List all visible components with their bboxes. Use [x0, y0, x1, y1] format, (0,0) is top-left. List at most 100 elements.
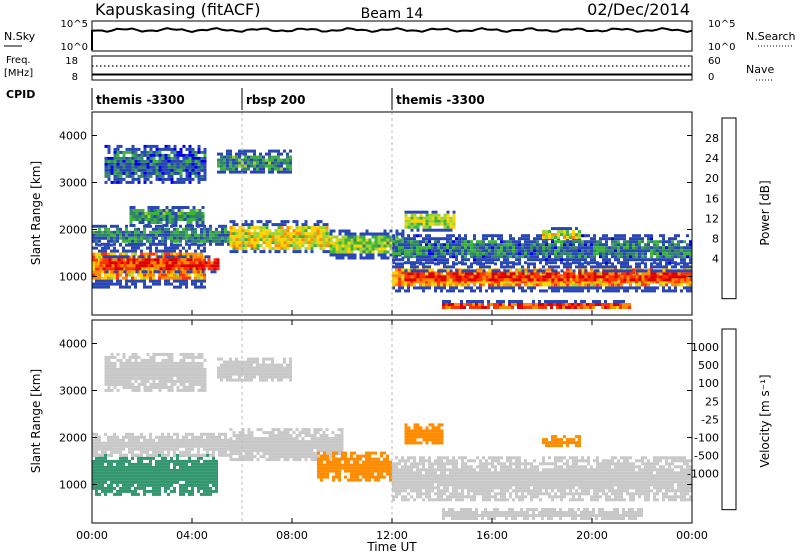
- heatmap-cell: [500, 246, 503, 250]
- heatmap-cell: [265, 232, 269, 236]
- heatmap-cell: [185, 477, 188, 481]
- heatmap-cell: [131, 239, 134, 243]
- heatmap-cell: [226, 152, 229, 156]
- heatmap-cell: [398, 238, 402, 242]
- heatmap-cell: [179, 147, 183, 151]
- heatmap-cell: [140, 242, 143, 246]
- heatmap-cell: [395, 268, 398, 272]
- heatmap-cell: [449, 280, 452, 284]
- heatmap-cell: [125, 474, 128, 478]
- heatmap-cell: [212, 236, 215, 240]
- heatmap-cell: [407, 222, 411, 226]
- heatmap-cell: [268, 235, 272, 239]
- heatmap-cell: [538, 300, 541, 303]
- heatmap-cell: [449, 234, 452, 238]
- heatmap-cell: [653, 272, 657, 276]
- heatmap-cell: [533, 275, 537, 279]
- heatmap-cell: [485, 265, 488, 269]
- heatmap-cell: [107, 171, 111, 175]
- heatmap-cell: [584, 234, 587, 238]
- heatmap-cell: [203, 249, 206, 253]
- heatmap-cell: [185, 252, 188, 256]
- heatmap-cell: [200, 165, 204, 169]
- heatmap-cell: [539, 269, 543, 273]
- heatmap-cell: [404, 213, 408, 217]
- heatmap-cell: [179, 243, 182, 247]
- heatmap-cell: [191, 474, 194, 478]
- heatmap-cell: [232, 241, 236, 245]
- heatmap-cell: [170, 174, 174, 178]
- heatmap-cell: [413, 237, 416, 241]
- heatmap-cell: [470, 246, 473, 250]
- heatmap-cell: [490, 303, 493, 306]
- heatmap-cell: [521, 280, 524, 284]
- heatmap-cell: [128, 480, 131, 484]
- heatmap-cell: [101, 444, 104, 448]
- heatmap-cell: [401, 265, 404, 269]
- heatmap-cell: [635, 249, 638, 253]
- heatmap-cell: [92, 438, 95, 442]
- heatmap-cell: [98, 252, 101, 256]
- heatmap-cell: [162, 209, 166, 212]
- heatmap-cell: [165, 212, 169, 215]
- heatmap-cell: [553, 300, 556, 303]
- heatmap-cell: [176, 159, 180, 163]
- heatmap-cell: [131, 474, 134, 478]
- heatmap-cell: [119, 273, 122, 277]
- heatmap-cell: [422, 258, 425, 262]
- heatmap-cell: [137, 480, 140, 484]
- heatmap-cell: [125, 456, 128, 460]
- heatmap-cell: [665, 275, 669, 279]
- heatmap-cell: [188, 150, 192, 154]
- heatmap-cell: [488, 268, 491, 272]
- heatmap-cell: [125, 444, 128, 448]
- heatmap-cell: [506, 243, 509, 247]
- heatmap-cell: [446, 261, 449, 265]
- heatmap-cell: [182, 465, 185, 469]
- heatmap-cell: [140, 444, 143, 448]
- heatmap-cell: [590, 278, 594, 282]
- heatmap-cell: [158, 453, 161, 457]
- heatmap-cell: [277, 164, 280, 168]
- heatmap-cell: [140, 239, 143, 243]
- heatmap-cell: [95, 483, 98, 487]
- heatmap-cell: [116, 230, 119, 234]
- heatmap-cell: [656, 280, 659, 284]
- heatmap-cell: [149, 285, 152, 289]
- heatmap-cell: [152, 171, 156, 175]
- heatmap-cell: [131, 483, 134, 487]
- heatmap-cell: [152, 444, 155, 448]
- heatmap-cell: [134, 447, 137, 451]
- heatmap-cell: [147, 258, 151, 262]
- heatmap-cell: [197, 246, 200, 250]
- heatmap-cell: [167, 459, 170, 463]
- heatmap-cell: [671, 283, 674, 287]
- heatmap-cell: [170, 273, 173, 277]
- heatmap-cell: [280, 164, 283, 168]
- heatmap-cell: [461, 289, 464, 293]
- heatmap-cell: [509, 268, 512, 272]
- heatmap-cell: [95, 276, 98, 280]
- heatmap-cell: [110, 162, 114, 166]
- heatmap-cell: [125, 224, 128, 228]
- heatmap-cell: [584, 280, 587, 284]
- heatmap-cell: [532, 303, 535, 306]
- heatmap-cell: [416, 261, 419, 265]
- heatmap-cell: [422, 265, 425, 269]
- heatmap-cell: [159, 218, 163, 221]
- heatmap-cell: [220, 161, 223, 165]
- heatmap-cell: [482, 258, 485, 262]
- heatmap-cell: [173, 162, 177, 166]
- heatmap-cell: [547, 300, 550, 303]
- heatmap-cell: [623, 243, 626, 247]
- heatmap-cell: [482, 262, 485, 266]
- heatmap-cell: [499, 300, 502, 303]
- heatmap-cell: [310, 247, 314, 251]
- heatmap-cell: [548, 246, 551, 250]
- heatmap-cell: [167, 483, 170, 487]
- heatmap-cell: [117, 267, 121, 271]
- heatmap-cell: [173, 471, 176, 475]
- heatmap-cell: [506, 252, 509, 256]
- heatmap-cell: [98, 279, 101, 283]
- heatmap-cell: [167, 168, 171, 172]
